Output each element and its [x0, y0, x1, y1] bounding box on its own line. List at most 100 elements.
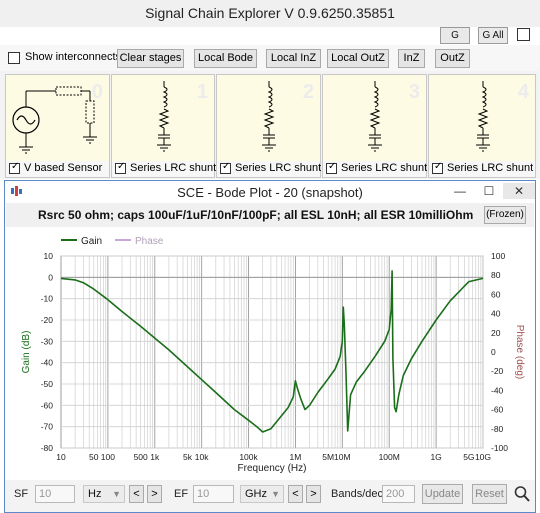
app-title: Signal Chain Explorer V 0.9.6250.35851 [145, 5, 395, 21]
y2-tick-label: 0 [491, 347, 496, 357]
series [60, 270, 484, 433]
ef-input[interactable]: 10 [193, 485, 234, 503]
y2-tick-label: 60 [491, 289, 501, 299]
stage-footer: Series LRC shunt [112, 161, 216, 177]
stage-number: 4 [517, 81, 529, 103]
minimize-icon[interactable]: — [454, 184, 466, 198]
grid [60, 255, 484, 449]
stage-enable-checkbox[interactable] [9, 161, 20, 174]
local-inz-button[interactable]: Local InZ [266, 49, 321, 68]
x-tick-label: 1G [430, 452, 441, 462]
y-tick-label: -20 [41, 315, 54, 325]
stage-2[interactable]: 2 Series LRC shunt [216, 74, 321, 178]
show-interconnects-checkbox[interactable] [8, 52, 20, 64]
y2-tick-label: -100 [491, 443, 508, 453]
app-titlebar: Signal Chain Explorer V 0.9.6250.35851 [0, 0, 540, 27]
y2-tick-label: 20 [491, 328, 501, 338]
stage-1[interactable]: 1 Series LRC shunt [111, 74, 216, 178]
x-tick-label: 50 [89, 452, 99, 462]
g-all-button[interactable]: G All [478, 27, 508, 44]
y2-axis-label: Phase (deg) [514, 325, 525, 379]
maximize-icon[interactable]: ☐ [483, 184, 495, 198]
y2-tick-label: 40 [491, 309, 501, 319]
stage-enable-checkbox[interactable] [432, 161, 443, 174]
lrc-shunt-schematic-icon [476, 81, 490, 152]
local-outz-button[interactable]: Local OutZ [327, 49, 389, 68]
bands-per-decade-input[interactable]: 200 [382, 485, 415, 503]
chevron-down-icon: ▼ [112, 489, 121, 499]
x-tick-label: 10G [475, 452, 491, 462]
y2-tick-label: -80 [491, 424, 504, 434]
g-iso-button[interactable]: G Iso [440, 27, 470, 56]
ef-step-up-button[interactable]: > [306, 485, 321, 503]
y-tick-label: -80 [41, 443, 54, 453]
y2-tick-label: -60 [491, 405, 504, 415]
stage-label: V based Sensor [24, 162, 103, 174]
stage-enable-checkbox[interactable] [220, 161, 231, 174]
stage-number: 1 [196, 81, 208, 103]
stage-4[interactable]: 4 Series LRC shunt [428, 74, 536, 178]
bands-per-decade-label: Bands/dec [331, 488, 383, 500]
ef-label: EF [174, 488, 189, 500]
sf-step-up-button[interactable]: > [147, 485, 162, 503]
g-checkbox[interactable] [517, 28, 530, 41]
plot-description: Rsrc 50 ohm; caps 100uF/1uF/10nF/100pF; … [38, 208, 474, 222]
bode-titlebar: SCE - Bode Plot - 20 (snapshot) — ☐ ✕ [5, 181, 535, 203]
description-bar: Rsrc 50 ohm; caps 100uF/1uF/10nF/100pF; … [6, 203, 534, 227]
show-interconnects-label: Show interconnects [25, 51, 121, 63]
ef-unit-value: GHz [245, 488, 267, 500]
ef-unit-select[interactable]: GHz ▼ [240, 485, 284, 503]
bode-window-title: SCE - Bode Plot - 20 (snapshot) [177, 185, 363, 200]
legend: Gain Phase [61, 236, 164, 247]
ef-step-down-button[interactable]: < [288, 485, 303, 503]
y-tick-label: -10 [41, 294, 54, 304]
x-tick-label: 100M [379, 452, 400, 462]
x-tick-label: 500 [134, 452, 148, 462]
sf-step-down-button[interactable]: < [129, 485, 144, 503]
x-tick-label: 10 [56, 452, 66, 462]
toolbar: Show interconnects Clear stages Local Bo… [0, 45, 540, 71]
stage-label: Series LRC shunt [447, 162, 534, 174]
stage-number: 3 [408, 81, 420, 103]
stage-footer: Series LRC shunt [217, 161, 321, 177]
axes: 10 50 100 500 1k 5k 10k 100k 1M 5M 10M 100M 1G 5G 10G1… [21, 251, 525, 474]
y2-tick-label: -20 [491, 366, 504, 376]
lrc-shunt-schematic-icon [368, 81, 382, 152]
y-tick-label: 0 [48, 272, 53, 282]
outz-button[interactable]: OutZ [435, 49, 470, 68]
stage-enable-checkbox[interactable] [326, 161, 337, 174]
x-tick-label: 5k [183, 452, 193, 462]
x-tick-label: 1M [290, 452, 302, 462]
reset-button[interactable]: Reset [472, 484, 507, 504]
legend-gain-label: Gain [81, 236, 102, 247]
legend-phase-label: Phase [135, 236, 164, 247]
frozen-button[interactable]: (Frozen) [484, 206, 526, 224]
local-bode-button[interactable]: Local Bode [194, 49, 257, 68]
sensor-schematic-icon [12, 86, 97, 154]
clear-stages-button[interactable]: Clear stages [117, 49, 184, 68]
x-axis-label: Frequency (Hz) [238, 463, 307, 474]
stage-strip: 0 V based Sensor 1 Series LRC shunt [0, 71, 540, 179]
sf-label: SF [14, 488, 29, 500]
stage-footer: V based Sensor [6, 161, 109, 177]
stage-3[interactable]: 3 Series LRC shunt [322, 74, 427, 178]
y2-tick-label: 80 [491, 270, 501, 280]
search-icon[interactable] [513, 484, 531, 504]
stage-number: 2 [302, 81, 314, 103]
lrc-shunt-schematic-icon [157, 81, 171, 152]
stage-enable-checkbox[interactable] [115, 161, 126, 174]
bode-chart[interactable]: 10 50 100 500 1k 5k 10k 100k 1M 5M 10M 100M 1G 5G 10G1… [5, 227, 535, 480]
bode-window-icon [11, 186, 22, 196]
y-axis-label: Gain (dB) [21, 331, 32, 374]
close-icon[interactable]: ✕ [503, 183, 535, 199]
inz-button[interactable]: InZ [398, 49, 425, 68]
stage-footer: Series LRC shunt [323, 161, 427, 177]
sf-unit-value: Hz [88, 488, 102, 500]
update-button[interactable]: Update [422, 484, 463, 504]
y-tick-label: -40 [41, 358, 54, 368]
sf-unit-select[interactable]: Hz ▼ [83, 485, 125, 503]
bode-controls: SF 10 Hz ▼ < > EF 10 GHz ▼ < > Bands/dec 2… [5, 480, 535, 512]
lrc-shunt-schematic-icon [262, 81, 276, 152]
sf-input[interactable]: 10 [35, 485, 75, 503]
stage-0[interactable]: 0 V based Sensor [5, 74, 110, 178]
